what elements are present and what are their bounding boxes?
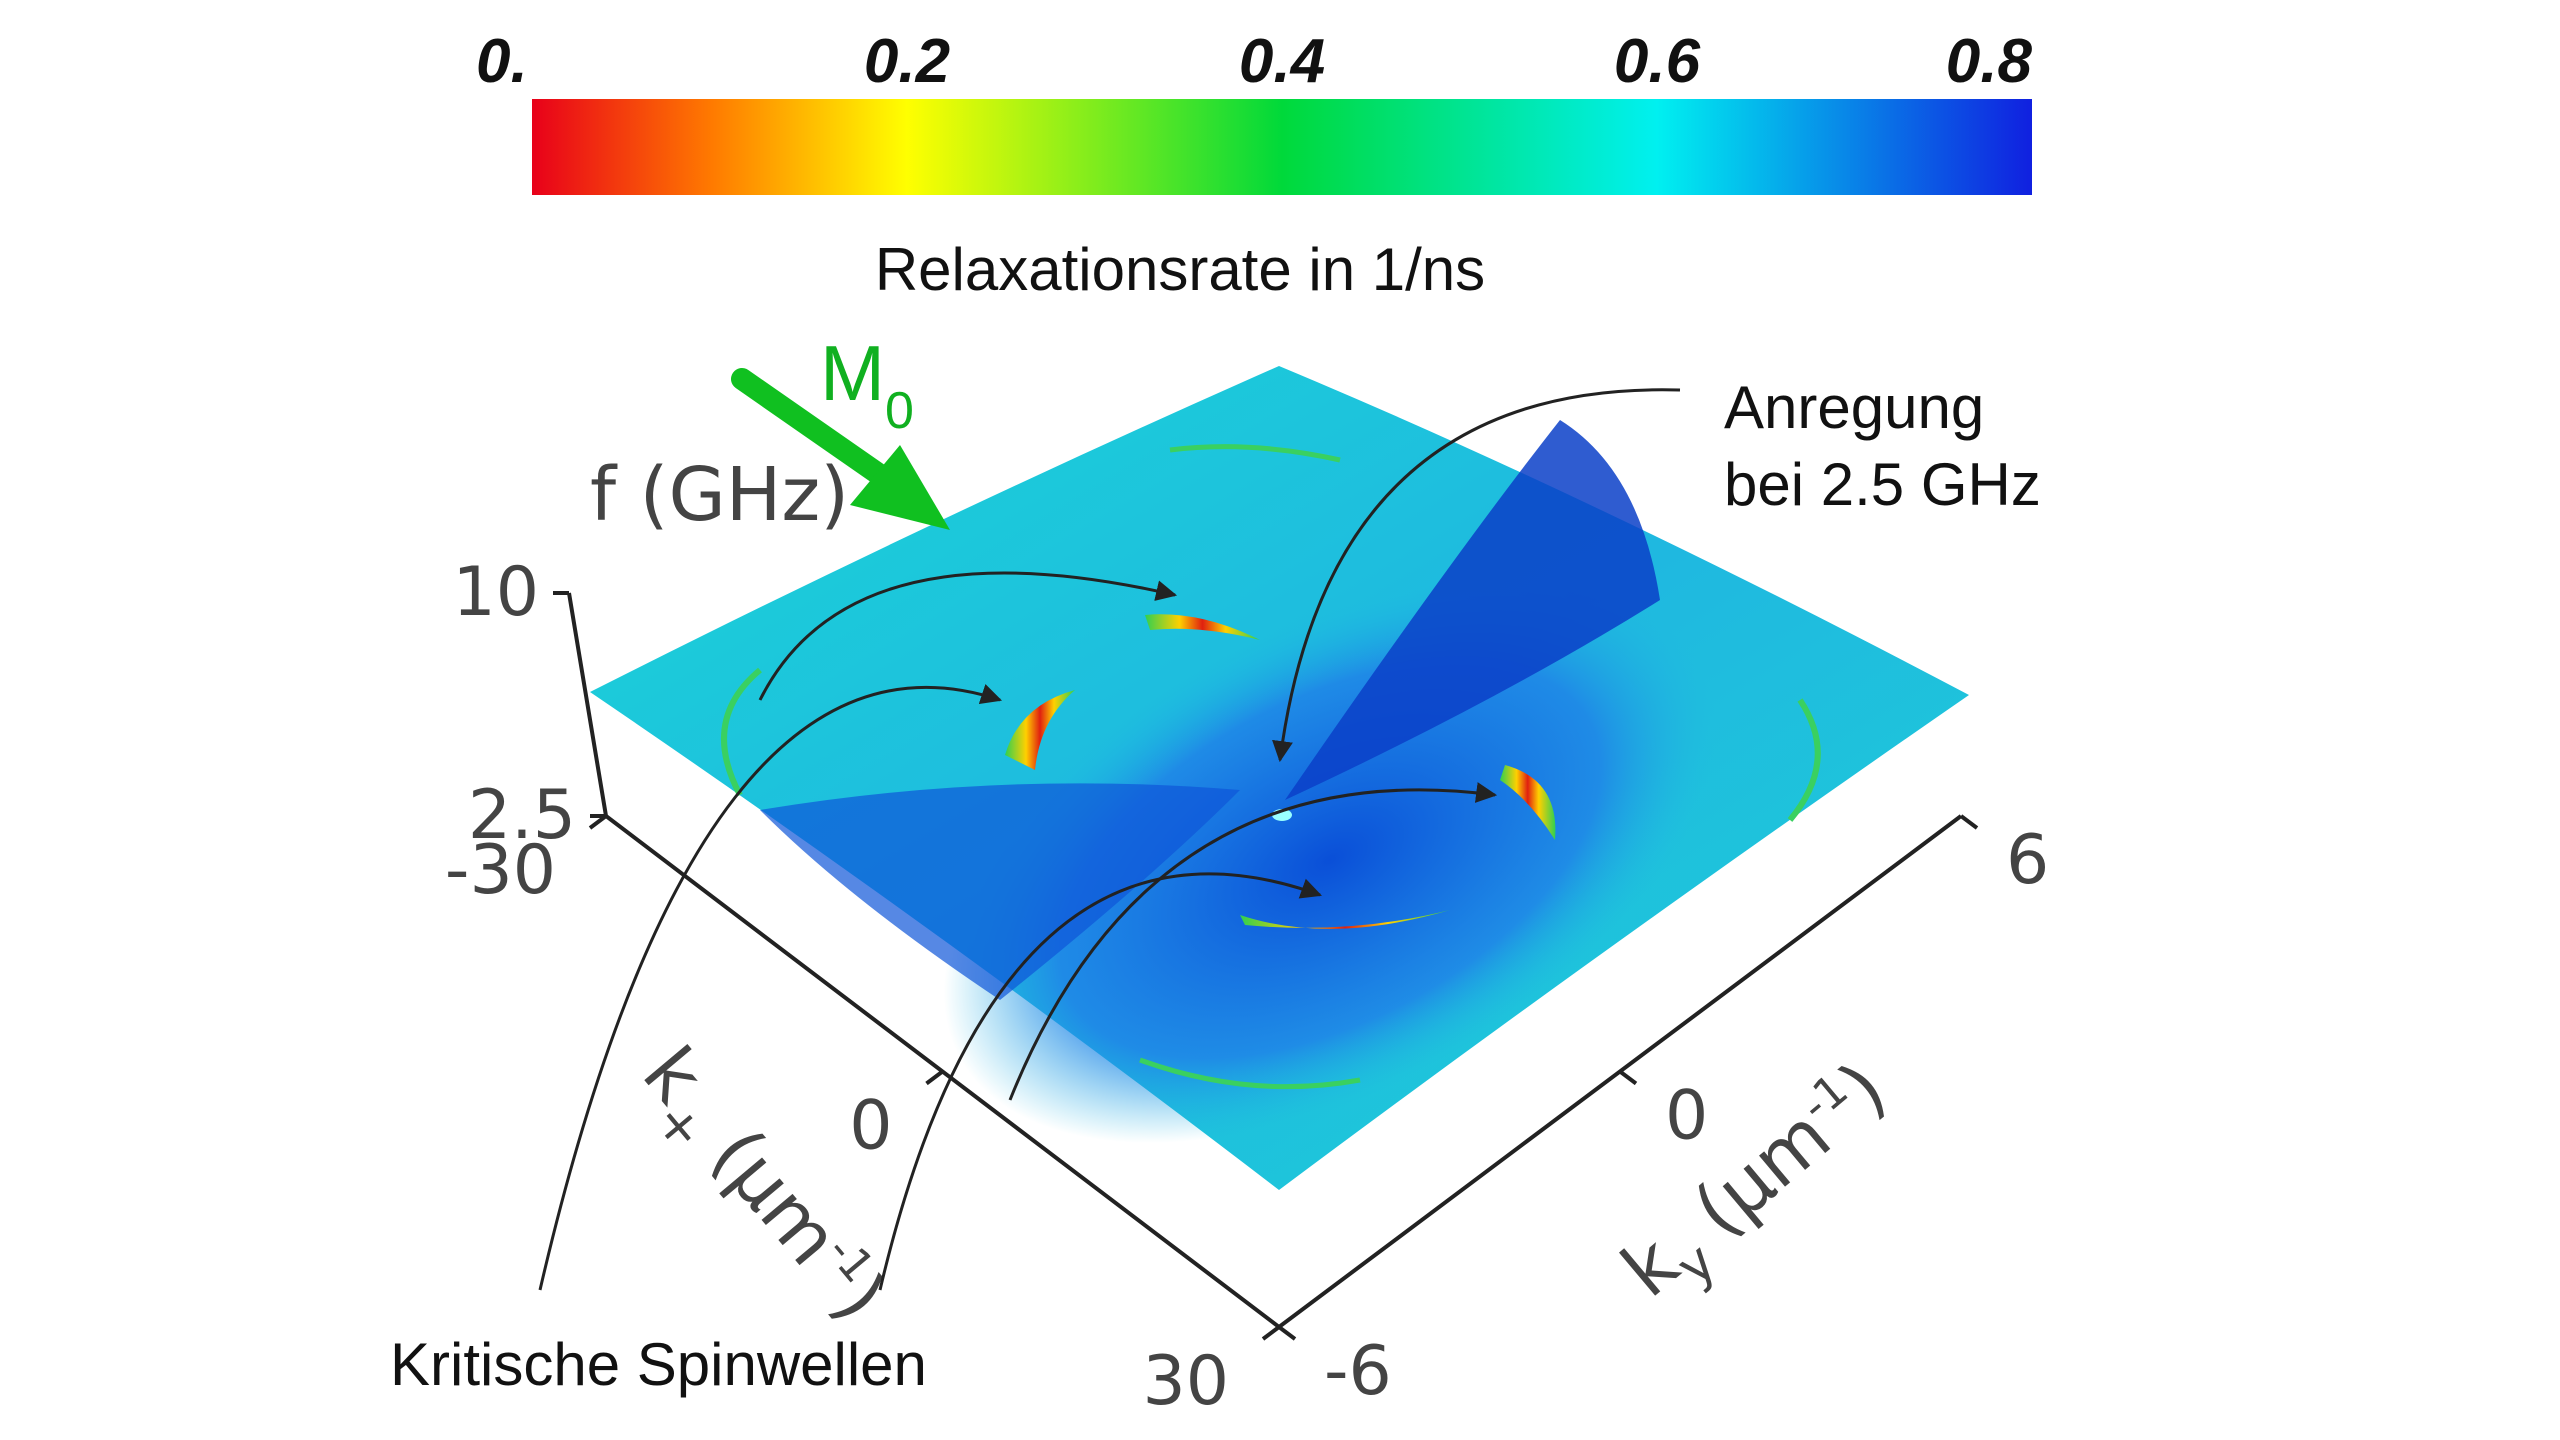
axis-tick bbox=[588, 814, 608, 830]
axis-tick-label: 30 bbox=[1142, 1342, 1229, 1421]
axis-tick-label: 10 bbox=[452, 553, 539, 632]
vector-label: M0 bbox=[820, 329, 914, 440]
annotation: bei 2.5 GHz bbox=[1724, 451, 2041, 518]
surface bbox=[590, 366, 1969, 1190]
axis-tick-label: 6 bbox=[2006, 821, 2049, 900]
axis-tick-label: 0 bbox=[849, 1087, 892, 1166]
annotation: Anregung bbox=[1724, 374, 1984, 441]
colorbar-tick-label: 0.8 bbox=[1946, 27, 2033, 96]
axis-tick-label: 0 bbox=[1665, 1077, 1708, 1156]
axis-tick bbox=[1618, 1069, 1638, 1086]
f-axis-title: f (GHz) bbox=[590, 452, 849, 538]
colorbar-tick-label: 0.2 bbox=[864, 27, 950, 96]
colorbar-tick-label: 0.4 bbox=[1239, 27, 1325, 96]
colorbar-label: Relaxationsrate in 1/ns bbox=[875, 236, 1485, 303]
axis-tick-label: 2.5 bbox=[468, 776, 576, 855]
annotation: Kritische Spinwellen bbox=[390, 1331, 927, 1398]
magnetization-arrow bbox=[731, 368, 950, 530]
colorbar bbox=[532, 99, 2032, 195]
axis-tick bbox=[925, 1069, 944, 1086]
axis-tick-label: -6 bbox=[1324, 1332, 1392, 1411]
ky-axis-title: ky(µm-1) bbox=[1606, 1046, 1912, 1325]
axis-tick-label: -30 bbox=[445, 831, 556, 910]
axis-tick bbox=[1261, 1325, 1281, 1341]
colorbar-tick-label: 0.6 bbox=[1614, 27, 1701, 96]
colorbar-tick-label: 0. bbox=[476, 27, 528, 96]
leader-lines bbox=[538, 388, 1681, 1291]
axis-tick bbox=[1959, 814, 1979, 830]
kx-axis-title: k+(µm-1) bbox=[615, 1031, 903, 1347]
axis-tick bbox=[1277, 1325, 1297, 1341]
